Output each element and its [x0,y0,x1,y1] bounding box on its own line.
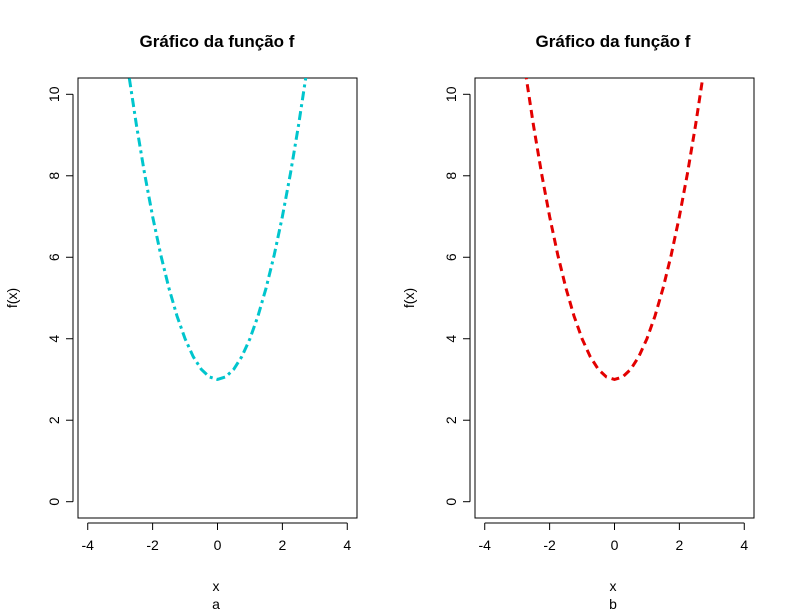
x-tick-label-a-0: -4 [82,537,95,553]
y-tick-label-b-5: 10 [443,86,459,102]
x-tick-label-b-1: -2 [543,537,556,553]
x-tick-label-a-1: -2 [146,537,159,553]
y-axis-label-a: f(x) [4,288,20,308]
chart-title-b: Gráfico da função f [536,32,691,51]
x-tick-label-b-0: -4 [479,537,492,553]
x-tick-label-b-2: 0 [611,537,619,553]
x-axis-sublabel-b: b [609,596,617,612]
y-tick-label-b-3: 6 [443,253,459,261]
x-tick-label-a-3: 2 [278,537,286,553]
x-tick-label-a-4: 4 [343,537,351,553]
x-axis-label-a: x [213,578,220,594]
y-tick-label-a-2: 4 [46,335,62,343]
x-tick-label-b-3: 2 [675,537,683,553]
x-axis-b: -4 -2 0 2 4 [479,522,748,553]
y-tick-label-a-1: 2 [46,416,62,424]
y-axis-b: 0 2 4 6 8 10 [443,86,471,506]
x-tick-label-a-2: 0 [214,537,222,553]
plot-frame-a [77,77,358,519]
y-tick-label-a-3: 6 [46,253,62,261]
series-line-a [127,78,308,381]
y-tick-label-b-2: 4 [443,335,459,343]
plot-frame-b [474,77,755,519]
series-line-b [524,78,705,381]
y-tick-label-b-0: 0 [443,498,459,506]
y-tick-label-a-4: 8 [46,172,62,180]
y-tick-label-b-4: 8 [443,172,459,180]
y-axis-label-b: f(x) [401,288,417,308]
y-tick-label-a-0: 0 [46,498,62,506]
y-tick-label-b-1: 2 [443,416,459,424]
x-axis-label-b: x [610,578,617,594]
x-axis-a: -4 -2 0 2 4 [82,522,351,553]
chart-title-a: Gráfico da função f [140,32,295,51]
x-axis-sublabel-a: a [212,596,220,612]
y-axis-a: 0 2 4 6 8 10 [46,86,74,506]
y-tick-label-a-5: 10 [46,86,62,102]
x-tick-label-b-4: 4 [740,537,748,553]
